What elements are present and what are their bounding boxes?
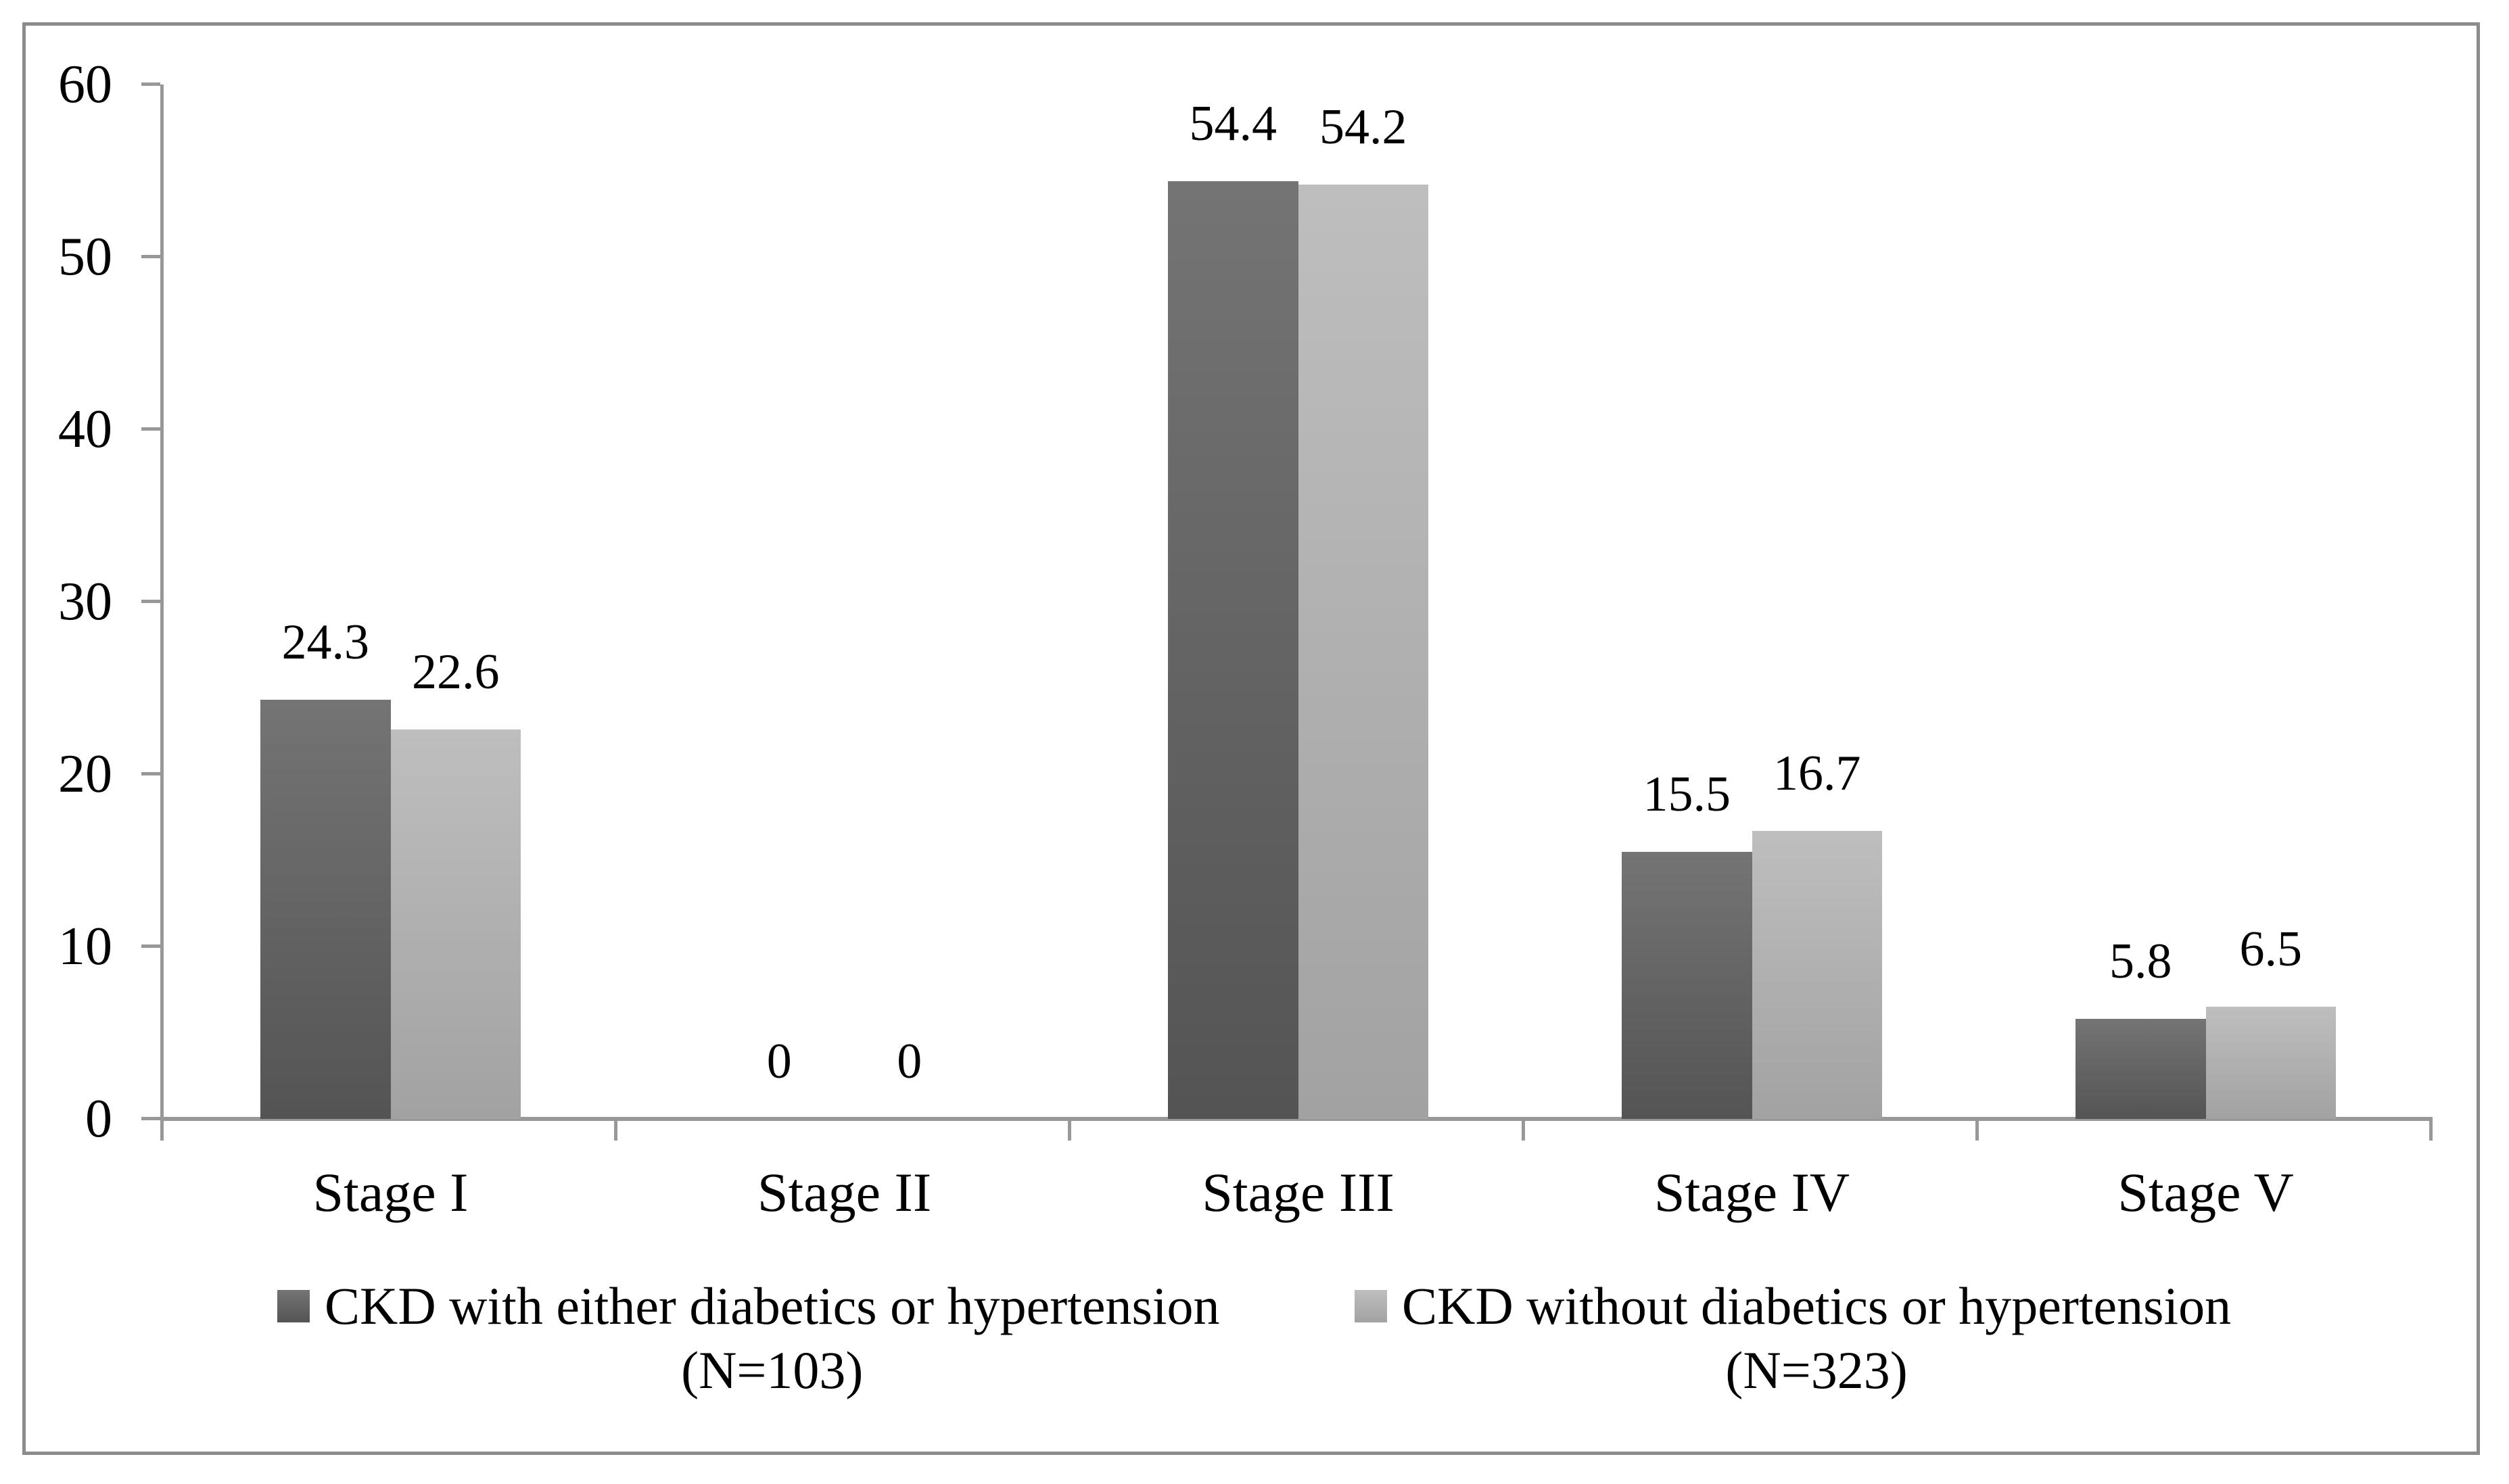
bar-stage-v-series1	[2076, 1019, 2206, 1119]
y-axis-tick	[141, 1117, 160, 1120]
legend-marker-with-dm-htn	[277, 1290, 310, 1322]
x-axis-tick	[1975, 1121, 1979, 1141]
legend-label-with-dm-htn: CKD with either diabetics or hypertensio…	[325, 1274, 1220, 1402]
x-axis-tick	[1068, 1121, 1071, 1141]
y-axis-tick	[141, 772, 160, 775]
x-axis-category-label: Stage V	[2117, 1162, 2294, 1223]
y-axis-tick	[141, 255, 160, 258]
bar-stage-i-series1	[260, 700, 391, 1119]
bar-value-label: 54.4	[1189, 95, 1277, 151]
bar-value-label: 5.8	[2109, 934, 2172, 990]
legend-line2: (N=323)	[1725, 1341, 1908, 1400]
legend-item-with-dm-htn: CKD with either diabetics or hypertensio…	[277, 1274, 1220, 1402]
y-axis-tick	[141, 82, 160, 86]
x-axis-line	[160, 1117, 2433, 1121]
bar-value-label: 6.5	[2239, 921, 2303, 978]
bar-stage-iii-series2	[1298, 184, 1428, 1119]
legend-label-without-dm-htn: CKD without diabetics or hypertension (N…	[1402, 1274, 2231, 1402]
y-axis-tick-label: 50	[58, 227, 112, 287]
bar-value-label: 22.6	[412, 644, 500, 700]
bar-value-label: 16.7	[1773, 746, 1861, 802]
y-axis-tick-label: 60	[58, 55, 112, 114]
bar-stage-iii-series1	[1168, 181, 1298, 1119]
bar-stage-iv-series1	[1622, 851, 1752, 1119]
y-axis-tick-label: 30	[58, 572, 112, 631]
bar-stage-i-series2	[390, 729, 521, 1119]
bar-value-label: 15.5	[1643, 766, 1731, 822]
y-axis-tick	[141, 600, 160, 603]
y-axis-tick	[141, 427, 160, 431]
chart-outer-border	[22, 22, 2480, 1455]
legend-line2: (N=103)	[681, 1341, 864, 1400]
x-axis-category-label: Stage III	[1202, 1162, 1394, 1223]
x-axis-tick	[2429, 1121, 2433, 1141]
bar-value-label: 0	[897, 1034, 922, 1089]
x-axis-tick	[160, 1121, 164, 1141]
bar-value-label: 0	[766, 1034, 792, 1089]
y-axis-tick-label: 0	[85, 1089, 112, 1149]
legend-item-without-dm-htn: CKD without diabetics or hypertension (N…	[1355, 1274, 2231, 1402]
x-axis-tick	[614, 1121, 617, 1141]
x-axis-category-label: Stage II	[757, 1162, 932, 1223]
y-axis-line	[160, 85, 164, 1121]
legend-line1: CKD without diabetics or hypertension	[1402, 1276, 2232, 1335]
y-axis-tick	[141, 944, 160, 948]
bar-stage-v-series2	[2205, 1007, 2336, 1119]
y-axis-tick-label: 10	[58, 917, 112, 976]
y-axis-tick-label: 20	[58, 744, 112, 804]
legend-line1: CKD with either diabetics or hypertensio…	[325, 1276, 1220, 1335]
legend-marker-without-dm-htn	[1355, 1290, 1387, 1322]
bar-value-label: 54.2	[1319, 99, 1407, 155]
x-axis-category-label: Stage I	[312, 1162, 469, 1223]
bar-stage-iv-series2	[1752, 831, 1882, 1119]
x-axis-category-label: Stage IV	[1654, 1162, 1850, 1223]
x-axis-tick	[1522, 1121, 1525, 1141]
y-axis-tick-label: 40	[58, 400, 112, 459]
bar-value-label: 24.3	[281, 615, 370, 671]
